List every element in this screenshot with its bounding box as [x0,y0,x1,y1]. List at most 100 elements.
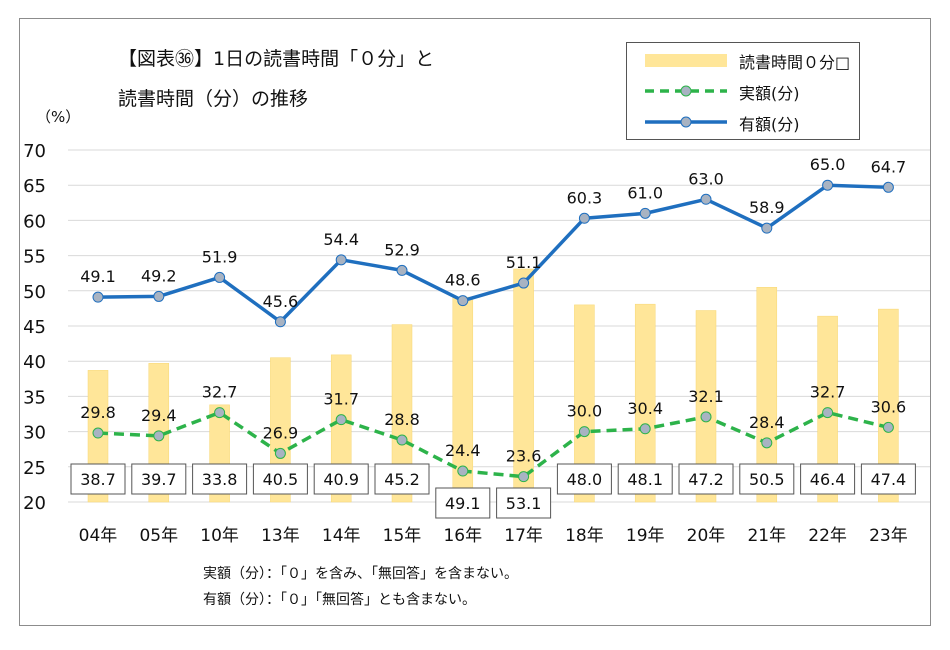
yugaku-point [153,290,165,302]
bar [634,303,656,503]
legend-dashed-line-swatch [645,85,727,97]
yugaku-point [761,222,773,234]
bar-data-label-box [374,463,430,495]
y-tick-label: 45 [23,317,46,338]
yugaku-point [214,271,226,283]
jitsugaku-point [214,407,226,419]
yugaku-data-label: 49.1 [80,267,116,286]
x-tick-label: 21年 [747,526,786,546]
y-tick-label: 60 [23,211,46,232]
jitsugaku-data-label: 28.4 [749,413,785,432]
x-tick-label: 17年 [504,526,543,546]
yugaku-data-label: 49.2 [141,266,177,285]
bar-data-label: 48.0 [567,470,603,489]
jitsugaku-point [578,426,590,438]
yugaku-point [396,264,408,276]
y-tick-label: 35 [23,387,46,408]
y-tick-label: 20 [23,493,46,514]
jitsugaku-point [822,407,834,419]
chart-title-line2: 読書時間（分）の推移 [118,88,309,110]
jitsugaku-data-label: 32.7 [202,383,238,402]
bar-data-label-box [617,463,673,495]
y-tick-label: 25 [23,458,46,479]
bar-data-label: 40.9 [323,470,359,489]
jitsugaku-point [518,471,530,483]
x-tick-label: 20年 [687,526,726,546]
x-tick-label: 05年 [139,526,178,546]
y-tick-label: 50 [23,282,46,303]
legend-bar-swatch [645,54,727,67]
jitsugaku-point [639,423,651,435]
jitsugaku-point [882,421,894,433]
yugaku-point [578,212,590,224]
jitsugaku-data-label: 30.6 [871,397,907,416]
jitsugaku-point [457,465,469,477]
bar-data-label: 33.8 [202,470,238,489]
y-tick-label: 40 [23,352,46,373]
yugaku-data-label: 51.9 [202,247,238,266]
bar-data-label-box [556,463,612,495]
yugaku-point [92,291,104,303]
yugaku-line [97,183,889,324]
bar-data-label-box [192,463,248,495]
yugaku-point [457,295,469,307]
y-tick-label: 65 [23,176,46,197]
bar-data-label-box [860,463,916,495]
x-tick-label: 14年 [322,526,361,546]
jitsugaku-data-label: 32.1 [688,387,724,406]
yugaku-point [822,179,834,191]
jitsugaku-data-label: 28.8 [384,410,420,429]
jitsugaku-point [335,414,347,426]
x-tick-label: 18年 [565,526,604,546]
y-tick-label: 55 [23,247,46,268]
bar [513,268,534,503]
jitsugaku-data-label: 30.0 [567,402,603,421]
bar [756,287,778,503]
bar-data-label-box [70,463,126,495]
bar-data-label-box [435,487,491,519]
bar-data-label: 49.1 [445,494,481,513]
yugaku-point [274,316,286,328]
bar-data-label: 40.5 [263,470,299,489]
jitsugaku-point [92,427,104,439]
yugaku-point [882,181,894,193]
jitsugaku-data-label: 30.4 [627,399,663,418]
x-tick-label: 10年 [200,526,239,546]
yugaku-point [700,193,712,205]
x-tick-label: 04年 [79,526,118,546]
bar [391,324,413,503]
bar-data-label: 47.2 [688,470,724,489]
bar-data-label: 47.4 [871,470,907,489]
y-tick-label: 30 [23,423,46,444]
x-tick-label: 13年 [261,526,300,546]
bar-data-label-box [496,487,552,519]
bar-data-label-box [313,463,369,495]
bar-data-label-box [252,463,308,495]
jitsugaku-data-label: 32.7 [810,383,846,402]
jitsugaku-data-label: 29.4 [141,406,177,425]
x-tick-label: 16年 [443,526,482,546]
yugaku-data-label: 52.9 [384,240,420,259]
bar-data-label: 50.5 [749,470,785,489]
legend: 読書時間０分□ 実額(分) 有額(分) [626,42,860,140]
x-tick-label: 15年 [383,526,422,546]
jitsugaku-data-label: 26.9 [263,423,299,442]
jitsugaku-point [274,447,286,459]
jitsugaku-data-label: 29.8 [80,403,116,422]
jitsugaku-point [700,411,712,423]
jitsugaku-point [396,434,408,446]
yugaku-data-label: 64.7 [871,157,907,176]
note-yugaku: 有額（分）：「０」「無回答」とも含まない。 [203,592,476,608]
bar-data-label-box [739,463,795,495]
legend-item-bar: 読書時間０分□ [627,48,859,72]
bar-data-label: 38.7 [80,470,116,489]
yugaku-point [518,277,530,289]
y-tick-label: 70 [23,141,46,162]
jitsugaku-data-label: 23.6 [506,447,542,466]
bar [695,310,717,503]
yugaku-data-label: 58.9 [749,198,785,217]
x-tick-label: 22年 [808,526,847,546]
yugaku-point [639,207,651,219]
bar-data-label-box [800,463,856,495]
bar-data-label-box [131,463,187,495]
